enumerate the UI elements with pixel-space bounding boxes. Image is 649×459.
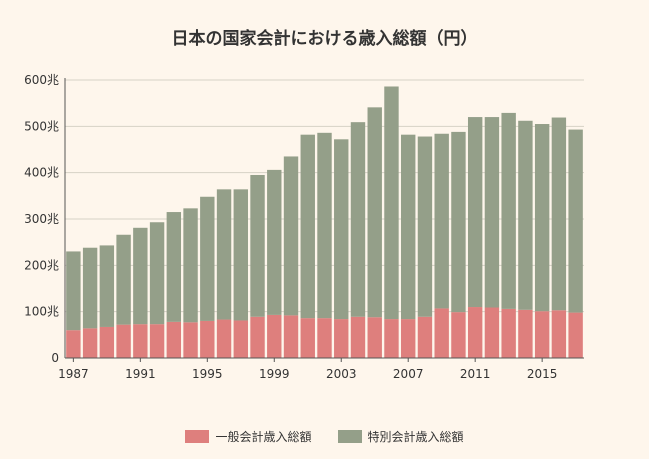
bar-segment	[568, 312, 583, 358]
x-tick-label: 1995	[192, 367, 223, 381]
bar-segment	[317, 132, 332, 319]
y-tick-label: 200兆	[24, 258, 59, 272]
bar-segment	[384, 86, 399, 320]
legend-item[interactable]: 特別会計歳入総額	[337, 428, 464, 445]
bar-segment	[518, 309, 533, 358]
bar-segment	[367, 107, 382, 318]
x-tick-label: 2007	[393, 367, 424, 381]
bar-segment	[233, 189, 248, 321]
bar-segment	[501, 112, 516, 309]
bar-segment	[250, 174, 265, 317]
bar-segment	[551, 117, 567, 311]
bar-segment	[216, 189, 232, 320]
bar-segment	[233, 320, 248, 358]
bar-segment	[518, 120, 533, 310]
y-tick-label: 500兆	[24, 119, 59, 133]
bar-segment	[149, 222, 165, 325]
bar-segment	[434, 133, 449, 309]
legend-item[interactable]: 一般会計歳入総額	[185, 428, 312, 445]
y-tick-label: 400兆	[24, 166, 59, 180]
bar-segment	[267, 169, 282, 315]
y-tick-label: 100兆	[24, 305, 59, 319]
bar-segment	[66, 251, 81, 331]
bar-segment	[267, 314, 282, 358]
bar-segment	[467, 307, 483, 358]
bar-segment	[166, 321, 182, 358]
bar-segment	[384, 319, 399, 358]
bar-segment	[417, 136, 433, 317]
bar-segment	[133, 324, 148, 358]
x-tick-label: 2015	[527, 367, 558, 381]
bar-segment	[350, 316, 366, 358]
bar-segment	[467, 117, 483, 308]
y-tick-label: 600兆	[24, 73, 59, 87]
bar-segment	[200, 320, 215, 358]
bar-segment	[283, 315, 299, 358]
bar-segment	[116, 234, 131, 325]
bar-segment	[149, 324, 165, 358]
chart-title: 日本の国家会計における歳入総額（円）	[171, 29, 478, 49]
legend-swatch	[185, 430, 210, 443]
bar-segment	[451, 312, 466, 358]
bar-segment	[334, 139, 349, 320]
bar-segment	[166, 212, 182, 322]
y-tick-label: 300兆	[24, 212, 59, 226]
x-tick-label: 1991	[125, 367, 156, 381]
bar-segment	[484, 117, 500, 308]
bar-segment	[283, 156, 299, 316]
x-tick-label: 1999	[259, 367, 290, 381]
legend-swatch	[337, 430, 362, 443]
bar-segment	[99, 326, 115, 358]
bar-segment	[534, 311, 550, 358]
bar-segment	[484, 307, 500, 358]
bar-segment	[501, 308, 516, 358]
x-tick-label: 1987	[58, 367, 89, 381]
bar-segment	[66, 330, 81, 358]
bar-segment	[350, 122, 366, 317]
y-tick-label: 0	[51, 351, 59, 365]
bar-segment	[551, 310, 567, 358]
bar-segment	[82, 328, 98, 358]
bar-segment	[250, 316, 265, 358]
bar-segment	[568, 129, 583, 313]
bar-segment	[367, 317, 382, 358]
x-tick-label: 2003	[326, 367, 357, 381]
bar-segment	[82, 247, 98, 329]
bar-segment	[434, 308, 449, 358]
legend-label: 一般会計歳入総額	[215, 430, 312, 444]
bar-segment	[401, 319, 416, 358]
x-tick-label: 2011	[460, 367, 491, 381]
bar-segment	[99, 245, 115, 327]
bar-segment	[451, 131, 466, 313]
bar-segment	[116, 324, 131, 358]
bar-segment	[334, 319, 349, 358]
legend-label: 特別会計歳入総額	[367, 430, 464, 444]
bar-segment	[300, 318, 315, 358]
bar-segment	[133, 227, 148, 325]
bar-segment	[417, 316, 433, 358]
bar-segment	[534, 124, 550, 312]
bar-segment	[183, 208, 198, 323]
bar-segment	[300, 134, 315, 319]
bar-segment	[200, 196, 215, 321]
bar-segment	[183, 322, 198, 358]
bar-segment	[401, 134, 416, 320]
chart-legend: 一般会計歳入総額 特別会計歳入総額	[0, 428, 649, 445]
bar-segment	[216, 319, 232, 358]
bar-segment	[317, 318, 332, 358]
